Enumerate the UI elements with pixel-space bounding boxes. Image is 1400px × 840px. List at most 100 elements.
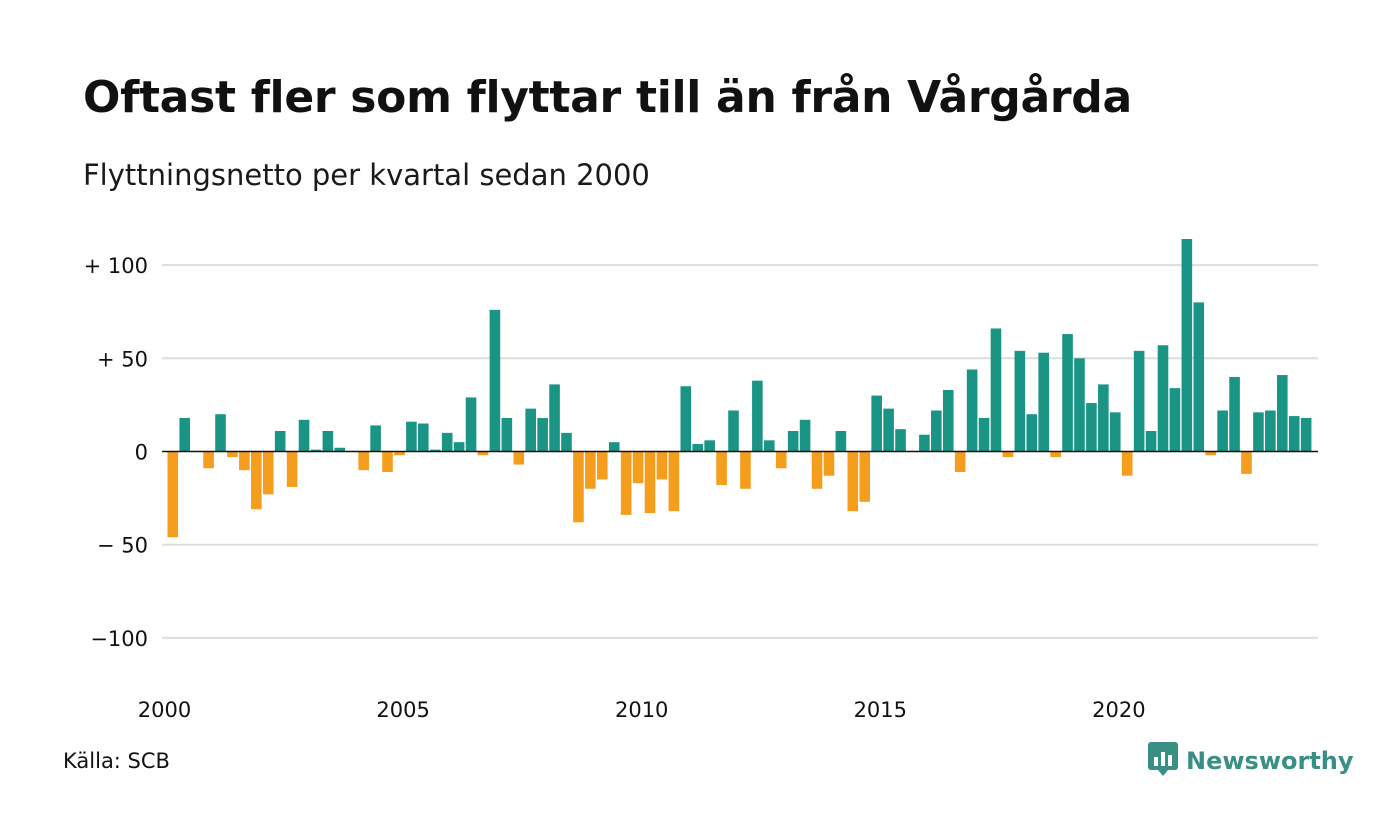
bar: [418, 423, 429, 452]
x-tick-label: 2000: [138, 698, 191, 722]
x-tick-label: 2010: [615, 698, 668, 722]
bar: [1276, 375, 1288, 452]
bar: [1109, 412, 1121, 452]
bar: [167, 451, 179, 538]
bar: [1050, 451, 1061, 458]
bar: [441, 432, 453, 452]
newsworthy-brand[interactable]: Newsworthy: [1148, 742, 1354, 780]
bar: [322, 431, 334, 452]
bar: [1145, 431, 1157, 452]
grid-lines: [162, 264, 1318, 639]
bar: [835, 431, 847, 452]
bar: [919, 434, 930, 452]
bar: [489, 309, 501, 452]
bar: [1205, 451, 1217, 456]
bar: [799, 419, 811, 452]
x-tick-label: 2005: [376, 698, 429, 722]
bar: [1169, 388, 1181, 452]
bar: [620, 451, 632, 515]
bar: [573, 451, 584, 523]
bar: [1014, 350, 1026, 452]
bar: [1265, 410, 1276, 452]
bar: [883, 408, 894, 452]
bar: [1217, 410, 1228, 452]
source-note: Källa: SCB: [63, 749, 170, 773]
bar: [728, 410, 739, 452]
bar: [692, 444, 704, 452]
bar: [239, 451, 250, 471]
bar: [1133, 350, 1145, 452]
bar: [251, 451, 262, 510]
bar: [585, 451, 596, 489]
y-tick-label: + 50: [97, 347, 148, 371]
bar: [274, 431, 286, 452]
bar: [859, 451, 871, 502]
bar: [1062, 334, 1073, 452]
chart-title: Oftast fler som flyttar till än från Vår…: [83, 72, 1132, 123]
bar: [1038, 352, 1049, 452]
bar: [823, 451, 835, 476]
bar: [966, 369, 978, 452]
bar: [931, 410, 942, 452]
bar: [310, 449, 322, 452]
bar: [895, 429, 906, 452]
bar: [704, 440, 715, 452]
bar: [1181, 239, 1193, 452]
bar: [1229, 376, 1240, 452]
bar: [179, 417, 191, 452]
bar: [680, 386, 692, 452]
bar: [525, 408, 536, 452]
bar: [847, 451, 859, 512]
bar: [1300, 417, 1312, 452]
bar: [1253, 412, 1264, 452]
bar: [1121, 451, 1133, 476]
bar: [787, 431, 799, 452]
bar: [453, 442, 465, 452]
bar: [286, 451, 298, 487]
bar: [752, 380, 763, 452]
bar: [608, 442, 620, 452]
bar: [811, 451, 823, 489]
bar: [1002, 451, 1014, 458]
bar: [262, 451, 274, 495]
y-tick-label: − 50: [97, 534, 148, 558]
bar: [227, 451, 238, 458]
bar: [358, 451, 369, 471]
y-axis-labels: + 100 + 50 0 − 50 −100: [84, 254, 148, 651]
bar: [394, 451, 405, 456]
x-tick-label: 2020: [1092, 698, 1145, 722]
bar: [990, 328, 1002, 452]
bar: [1026, 414, 1038, 452]
x-tick-label: 2015: [854, 698, 907, 722]
newsworthy-logo-icon: [1148, 742, 1178, 780]
bar: [656, 451, 668, 480]
bar: [370, 425, 381, 452]
bar: [1098, 384, 1109, 452]
bar: [716, 451, 727, 486]
bar: [596, 451, 608, 480]
brand-name: Newsworthy: [1186, 747, 1354, 775]
bar: [203, 451, 214, 469]
bar: [513, 451, 525, 465]
bar: [1193, 302, 1205, 452]
bar-chart: + 100 + 50 0 − 50 −100 2000 2005 2010 2015 2020: [84, 239, 1318, 722]
bar: [406, 421, 417, 452]
bar: [298, 419, 310, 452]
bar: [632, 451, 644, 484]
bar: [775, 451, 787, 469]
bar: [668, 451, 680, 512]
y-tick-label: −100: [90, 627, 148, 651]
bar: [382, 451, 393, 472]
bar: [537, 417, 548, 452]
bar: [501, 417, 513, 452]
bar: [764, 440, 775, 452]
bar: [1241, 451, 1252, 474]
x-axis-labels: 2000 2005 2010 2015 2020: [138, 698, 1146, 722]
bar: [1086, 403, 1097, 452]
bar: [477, 451, 489, 456]
bar: [561, 432, 572, 452]
bar: [954, 451, 966, 472]
bar: [549, 384, 560, 452]
y-tick-label: 0: [135, 441, 148, 465]
bar: [644, 451, 656, 514]
